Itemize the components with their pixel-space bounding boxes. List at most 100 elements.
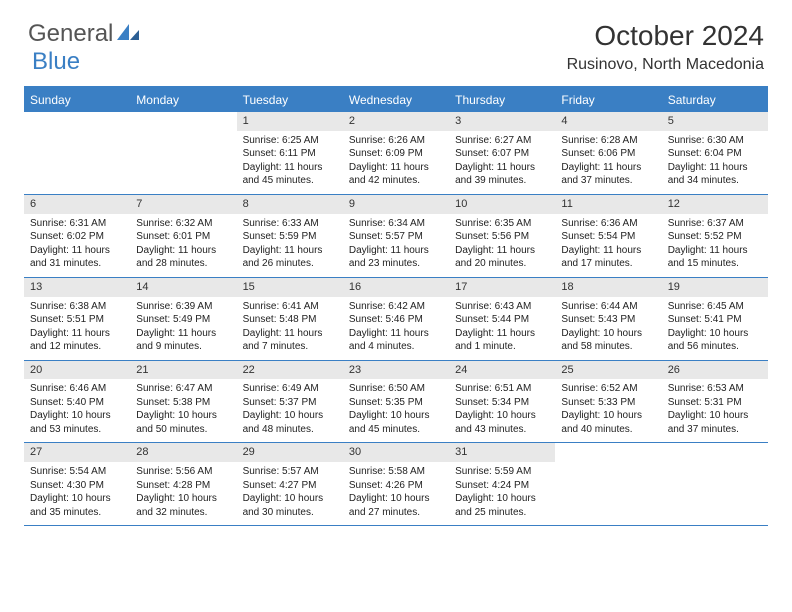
day-cell: 23Sunrise: 6:50 AMSunset: 5:35 PMDayligh… — [343, 361, 449, 443]
daylight-text: Daylight: 11 hours and 34 minutes. — [668, 161, 762, 188]
sunset-text: Sunset: 5:35 PM — [349, 396, 443, 410]
day-details: Sunrise: 6:47 AMSunset: 5:38 PMDaylight:… — [130, 379, 236, 442]
daylight-text: Daylight: 11 hours and 37 minutes. — [561, 161, 655, 188]
day-cell: 25Sunrise: 6:52 AMSunset: 5:33 PMDayligh… — [555, 361, 661, 443]
sunrise-text: Sunrise: 6:50 AM — [349, 382, 443, 396]
day-details: Sunrise: 6:31 AMSunset: 6:02 PMDaylight:… — [24, 214, 130, 277]
sunset-text: Sunset: 6:07 PM — [455, 147, 549, 161]
day-cell: 18Sunrise: 6:44 AMSunset: 5:43 PMDayligh… — [555, 278, 661, 360]
day-cell: 8Sunrise: 6:33 AMSunset: 5:59 PMDaylight… — [237, 195, 343, 277]
sunrise-text: Sunrise: 6:41 AM — [243, 300, 337, 314]
sunrise-text: Sunrise: 5:59 AM — [455, 465, 549, 479]
day-cell: 10Sunrise: 6:35 AMSunset: 5:56 PMDayligh… — [449, 195, 555, 277]
sunset-text: Sunset: 5:43 PM — [561, 313, 655, 327]
sunrise-text: Sunrise: 6:34 AM — [349, 217, 443, 231]
daylight-text: Daylight: 10 hours and 25 minutes. — [455, 492, 549, 519]
sunrise-text: Sunrise: 6:31 AM — [30, 217, 124, 231]
day-details: Sunrise: 6:26 AMSunset: 6:09 PMDaylight:… — [343, 131, 449, 194]
day-cell: 14Sunrise: 6:39 AMSunset: 5:49 PMDayligh… — [130, 278, 236, 360]
sunrise-text: Sunrise: 6:45 AM — [668, 300, 762, 314]
day-cell — [130, 112, 236, 194]
day-cell: 20Sunrise: 6:46 AMSunset: 5:40 PMDayligh… — [24, 361, 130, 443]
weekday-header: Monday — [130, 88, 236, 112]
sunrise-text: Sunrise: 6:46 AM — [30, 382, 124, 396]
sunset-text: Sunset: 6:11 PM — [243, 147, 337, 161]
day-number: 3 — [449, 112, 555, 131]
day-details: Sunrise: 5:59 AMSunset: 4:24 PMDaylight:… — [449, 462, 555, 525]
sunrise-text: Sunrise: 5:54 AM — [30, 465, 124, 479]
sunrise-text: Sunrise: 6:26 AM — [349, 134, 443, 148]
day-details: Sunrise: 5:54 AMSunset: 4:30 PMDaylight:… — [24, 462, 130, 525]
day-number: 20 — [24, 361, 130, 380]
day-number: 30 — [343, 443, 449, 462]
day-cell: 26Sunrise: 6:53 AMSunset: 5:31 PMDayligh… — [662, 361, 768, 443]
day-number: 21 — [130, 361, 236, 380]
sunset-text: Sunset: 5:31 PM — [668, 396, 762, 410]
sunset-text: Sunset: 5:54 PM — [561, 230, 655, 244]
day-details: Sunrise: 6:38 AMSunset: 5:51 PMDaylight:… — [24, 297, 130, 360]
daylight-text: Daylight: 11 hours and 42 minutes. — [349, 161, 443, 188]
daylight-text: Daylight: 11 hours and 31 minutes. — [30, 244, 124, 271]
day-details: Sunrise: 5:57 AMSunset: 4:27 PMDaylight:… — [237, 462, 343, 525]
sunrise-text: Sunrise: 6:53 AM — [668, 382, 762, 396]
logo-sail-icon — [115, 22, 141, 47]
sunset-text: Sunset: 5:48 PM — [243, 313, 337, 327]
week-row: 20Sunrise: 6:46 AMSunset: 5:40 PMDayligh… — [24, 361, 768, 444]
month-title: October 2024 — [567, 20, 764, 52]
weekday-header: Saturday — [662, 88, 768, 112]
sunset-text: Sunset: 5:37 PM — [243, 396, 337, 410]
sunrise-text: Sunrise: 6:27 AM — [455, 134, 549, 148]
sunrise-text: Sunrise: 6:42 AM — [349, 300, 443, 314]
weekday-header: Thursday — [449, 88, 555, 112]
weekday-header-row: Sunday Monday Tuesday Wednesday Thursday… — [24, 88, 768, 112]
day-cell: 30Sunrise: 5:58 AMSunset: 4:26 PMDayligh… — [343, 443, 449, 525]
sunset-text: Sunset: 5:46 PM — [349, 313, 443, 327]
weekday-header: Wednesday — [343, 88, 449, 112]
day-details: Sunrise: 6:46 AMSunset: 5:40 PMDaylight:… — [24, 379, 130, 442]
sunset-text: Sunset: 5:56 PM — [455, 230, 549, 244]
day-number: 31 — [449, 443, 555, 462]
logo-text-general: General — [28, 20, 113, 48]
sunrise-text: Sunrise: 5:56 AM — [136, 465, 230, 479]
day-details: Sunrise: 6:45 AMSunset: 5:41 PMDaylight:… — [662, 297, 768, 360]
day-number: 12 — [662, 195, 768, 214]
day-details: Sunrise: 6:35 AMSunset: 5:56 PMDaylight:… — [449, 214, 555, 277]
daylight-text: Daylight: 10 hours and 43 minutes. — [455, 409, 549, 436]
calendar: Sunday Monday Tuesday Wednesday Thursday… — [24, 86, 768, 526]
daylight-text: Daylight: 10 hours and 32 minutes. — [136, 492, 230, 519]
day-number: 25 — [555, 361, 661, 380]
sunrise-text: Sunrise: 6:32 AM — [136, 217, 230, 231]
day-details: Sunrise: 6:39 AMSunset: 5:49 PMDaylight:… — [130, 297, 236, 360]
day-number: 24 — [449, 361, 555, 380]
daylight-text: Daylight: 11 hours and 23 minutes. — [349, 244, 443, 271]
day-cell: 4Sunrise: 6:28 AMSunset: 6:06 PMDaylight… — [555, 112, 661, 194]
day-number: 29 — [237, 443, 343, 462]
sunrise-text: Sunrise: 6:25 AM — [243, 134, 337, 148]
sunrise-text: Sunrise: 5:58 AM — [349, 465, 443, 479]
day-cell — [555, 443, 661, 525]
day-number: 9 — [343, 195, 449, 214]
day-number: 23 — [343, 361, 449, 380]
day-details: Sunrise: 6:30 AMSunset: 6:04 PMDaylight:… — [662, 131, 768, 194]
day-cell: 31Sunrise: 5:59 AMSunset: 4:24 PMDayligh… — [449, 443, 555, 525]
day-number: 4 — [555, 112, 661, 131]
day-details: Sunrise: 6:36 AMSunset: 5:54 PMDaylight:… — [555, 214, 661, 277]
week-row: 13Sunrise: 6:38 AMSunset: 5:51 PMDayligh… — [24, 278, 768, 361]
daylight-text: Daylight: 11 hours and 12 minutes. — [30, 327, 124, 354]
day-number: 19 — [662, 278, 768, 297]
location: Rusinovo, North Macedonia — [567, 56, 764, 74]
sunrise-text: Sunrise: 6:38 AM — [30, 300, 124, 314]
sunset-text: Sunset: 6:01 PM — [136, 230, 230, 244]
weekday-header: Friday — [555, 88, 661, 112]
daylight-text: Daylight: 11 hours and 45 minutes. — [243, 161, 337, 188]
day-details: Sunrise: 6:34 AMSunset: 5:57 PMDaylight:… — [343, 214, 449, 277]
daylight-text: Daylight: 11 hours and 20 minutes. — [455, 244, 549, 271]
day-number: 13 — [24, 278, 130, 297]
day-cell: 19Sunrise: 6:45 AMSunset: 5:41 PMDayligh… — [662, 278, 768, 360]
day-cell — [662, 443, 768, 525]
day-number: 14 — [130, 278, 236, 297]
sunset-text: Sunset: 5:34 PM — [455, 396, 549, 410]
day-details: Sunrise: 6:33 AMSunset: 5:59 PMDaylight:… — [237, 214, 343, 277]
daylight-text: Daylight: 11 hours and 17 minutes. — [561, 244, 655, 271]
sunset-text: Sunset: 6:04 PM — [668, 147, 762, 161]
